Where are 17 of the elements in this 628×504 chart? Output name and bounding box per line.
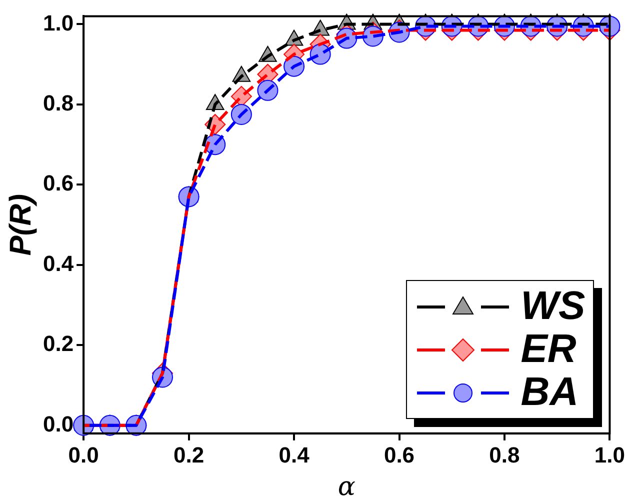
x-tick-label: 0.6 — [384, 442, 415, 468]
y-tick-label: 0.2 — [42, 331, 74, 356]
x-tick-label: 0.8 — [489, 442, 520, 468]
y-tick-label: 0.6 — [42, 170, 74, 196]
legend-label: ER — [520, 327, 576, 372]
y-tick-label: 1.0 — [42, 10, 74, 36]
x-axis-title: α — [338, 472, 356, 502]
y-axis-title: P(R) — [4, 194, 38, 256]
legend-label: BA — [520, 370, 578, 416]
y-tick-label: 0.4 — [42, 250, 74, 276]
y-tick-label: 0.0 — [42, 411, 74, 436]
y-tick-label: 0.8 — [42, 90, 74, 116]
x-tick-label: 0.4 — [278, 442, 310, 468]
x-tick-label: 0.0 — [68, 442, 99, 468]
legend-label: WS — [520, 284, 586, 330]
x-tick-label: 0.2 — [174, 442, 204, 468]
x-tick-label: 1.0 — [594, 442, 626, 468]
